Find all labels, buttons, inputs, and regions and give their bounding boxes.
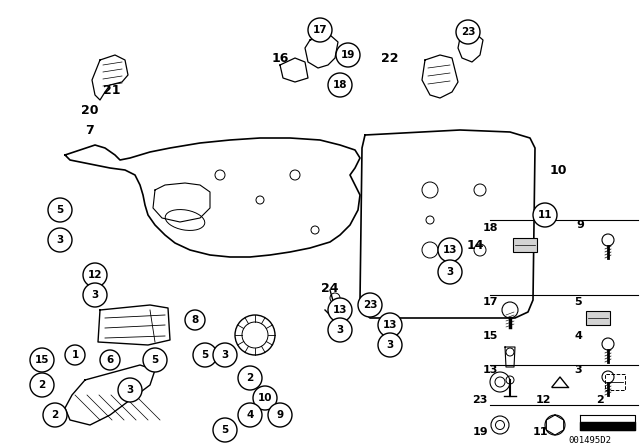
Text: 10: 10 bbox=[258, 393, 272, 403]
Text: 3: 3 bbox=[92, 290, 99, 300]
Text: 3: 3 bbox=[56, 235, 63, 245]
Text: 13: 13 bbox=[443, 245, 457, 255]
Text: 2: 2 bbox=[596, 395, 604, 405]
Circle shape bbox=[328, 73, 352, 97]
Circle shape bbox=[65, 345, 85, 365]
Bar bbox=[586, 311, 610, 325]
Text: 19: 19 bbox=[341, 50, 355, 60]
Circle shape bbox=[43, 403, 67, 427]
Bar bbox=[605, 374, 625, 390]
Text: 4: 4 bbox=[246, 410, 253, 420]
Text: 3: 3 bbox=[574, 365, 582, 375]
Text: 7: 7 bbox=[86, 124, 94, 137]
Text: 5: 5 bbox=[221, 425, 228, 435]
Circle shape bbox=[48, 198, 72, 222]
Text: 1: 1 bbox=[72, 350, 79, 360]
Text: 001495D2: 001495D2 bbox=[568, 435, 611, 444]
Circle shape bbox=[193, 343, 217, 367]
Text: 15: 15 bbox=[483, 331, 498, 341]
Text: 2: 2 bbox=[51, 410, 59, 420]
Text: 18: 18 bbox=[483, 223, 498, 233]
Text: 3: 3 bbox=[126, 385, 134, 395]
Circle shape bbox=[100, 350, 120, 370]
Text: 23: 23 bbox=[461, 27, 476, 37]
Circle shape bbox=[30, 348, 54, 372]
Text: 24: 24 bbox=[321, 281, 339, 294]
Text: 23: 23 bbox=[363, 300, 377, 310]
Circle shape bbox=[378, 333, 402, 357]
Text: 9: 9 bbox=[576, 220, 584, 230]
Text: 3: 3 bbox=[387, 340, 394, 350]
Text: 13: 13 bbox=[483, 365, 498, 375]
Text: 23: 23 bbox=[472, 395, 488, 405]
Text: 3: 3 bbox=[337, 325, 344, 335]
Circle shape bbox=[308, 18, 332, 42]
Circle shape bbox=[336, 43, 360, 67]
Text: 2: 2 bbox=[246, 373, 253, 383]
Circle shape bbox=[213, 418, 237, 442]
Text: 19: 19 bbox=[472, 427, 488, 437]
Circle shape bbox=[83, 263, 107, 287]
Circle shape bbox=[253, 386, 277, 410]
Text: 15: 15 bbox=[35, 355, 49, 365]
Circle shape bbox=[438, 238, 462, 262]
Text: 5: 5 bbox=[56, 205, 63, 215]
Circle shape bbox=[48, 228, 72, 252]
Text: 13: 13 bbox=[333, 305, 348, 315]
Text: 12: 12 bbox=[535, 395, 551, 405]
Text: 3: 3 bbox=[221, 350, 228, 360]
Text: 11: 11 bbox=[532, 427, 548, 437]
Circle shape bbox=[213, 343, 237, 367]
Text: 11: 11 bbox=[538, 210, 552, 220]
Circle shape bbox=[438, 260, 462, 284]
Circle shape bbox=[533, 203, 557, 227]
Text: 5: 5 bbox=[202, 350, 209, 360]
Circle shape bbox=[456, 20, 480, 44]
Text: 6: 6 bbox=[106, 355, 114, 365]
Circle shape bbox=[378, 313, 402, 337]
Text: 13: 13 bbox=[383, 320, 397, 330]
Text: 20: 20 bbox=[81, 103, 99, 116]
Circle shape bbox=[118, 378, 142, 402]
Text: 14: 14 bbox=[467, 238, 484, 251]
Text: 3: 3 bbox=[446, 267, 454, 277]
Circle shape bbox=[268, 403, 292, 427]
Circle shape bbox=[238, 366, 262, 390]
Text: 5: 5 bbox=[152, 355, 159, 365]
Text: 5: 5 bbox=[574, 297, 582, 307]
Circle shape bbox=[238, 403, 262, 427]
Circle shape bbox=[328, 298, 352, 322]
Text: 17: 17 bbox=[313, 25, 327, 35]
Text: 18: 18 bbox=[333, 80, 348, 90]
Text: 9: 9 bbox=[276, 410, 284, 420]
Text: 2: 2 bbox=[38, 380, 45, 390]
Bar bbox=[513, 238, 537, 252]
Text: 8: 8 bbox=[191, 315, 198, 325]
Circle shape bbox=[83, 283, 107, 307]
Circle shape bbox=[30, 373, 54, 397]
Circle shape bbox=[328, 318, 352, 342]
Text: 17: 17 bbox=[483, 297, 498, 307]
Circle shape bbox=[358, 293, 382, 317]
Text: 22: 22 bbox=[381, 52, 399, 65]
Text: 12: 12 bbox=[88, 270, 102, 280]
Circle shape bbox=[185, 310, 205, 330]
Text: 4: 4 bbox=[574, 331, 582, 341]
Text: 10: 10 bbox=[549, 164, 567, 177]
Circle shape bbox=[143, 348, 167, 372]
Text: 16: 16 bbox=[271, 52, 289, 65]
Text: 21: 21 bbox=[103, 83, 121, 96]
